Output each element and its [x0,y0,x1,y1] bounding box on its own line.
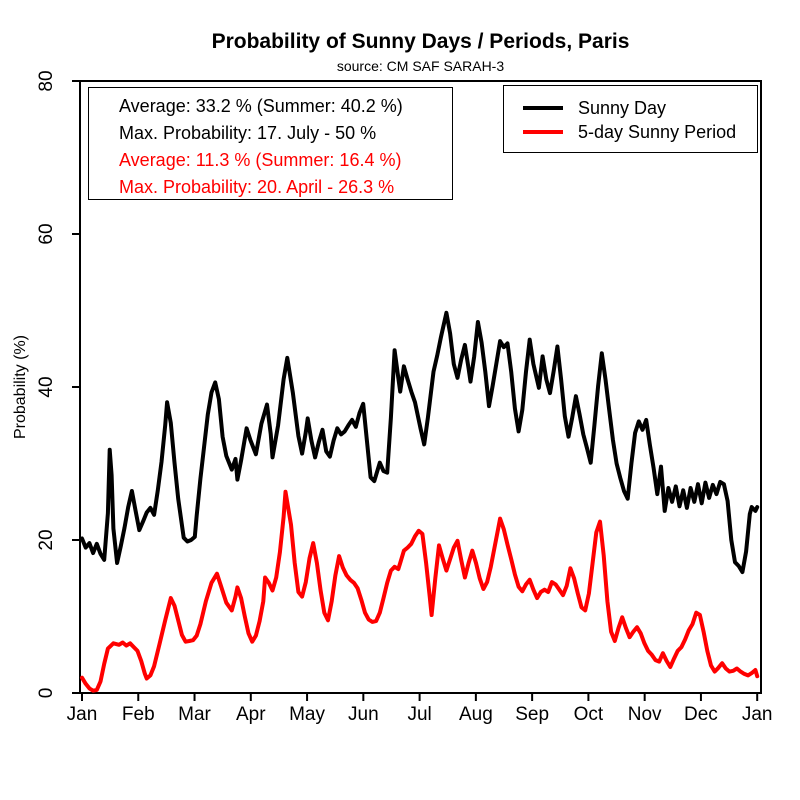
month-tick-label: Sep [515,704,550,725]
sunny-day-line-swatch [523,106,563,110]
sunny-period-line-swatch [523,130,563,134]
month-tick-label: Jan [66,704,98,725]
month-tick-label: Nov [627,704,662,725]
series-line-sunny-day [80,310,760,575]
stats-annotation-box: Average: 33.2 % (Summer: 40.2 %) Max. Pr… [88,87,453,200]
y-tick-label: 80 [36,70,57,92]
stat-line-max-sunny-day: Max. Probability: 17. July - 50 % [119,123,377,143]
stat-line-avg-sunny-period: Average: 11.3 % (Summer: 16.4 %) [119,150,402,170]
stat-line-max-sunny-period: Max. Probability: 20. April - 26.3 % [119,177,395,197]
chart-title: Probability of Sunny Days / Periods, Par… [211,30,630,53]
month-tick-label: Aug [458,704,493,725]
y-tick-label: 40 [36,376,57,398]
month-tick-label: Dec [684,704,718,725]
month-tick-label: Jan [741,704,773,725]
month-tick-label: Oct [573,704,604,725]
month-tick-label: Apr [236,704,266,725]
month-tick-label: Feb [121,704,155,725]
stat-line-avg-sunny-day: Average: 33.2 % (Summer: 40.2 %) [119,96,403,116]
y-tick-label: 20 [36,529,57,551]
series-line-sunny-period [80,489,760,693]
legend-item-sunny-period: 5-day Sunny Period [523,120,757,144]
legend-item-sunny-day: Sunny Day [523,96,757,120]
y-tick-label: 0 [36,687,57,699]
month-tick-label: Jul [407,704,432,725]
month-tick-label: Mar [178,704,211,725]
legend-label-sunny-period: 5-day Sunny Period [578,121,737,142]
chart-subtitle: source: CM SAF SARAH-3 [336,58,505,74]
month-tick-label: May [289,704,326,725]
legend: Sunny Day 5-day Sunny Period [503,85,758,153]
y-tick-label: 60 [36,223,57,245]
legend-label-sunny-day: Sunny Day [578,97,667,118]
month-tick-label: Jun [348,704,379,725]
